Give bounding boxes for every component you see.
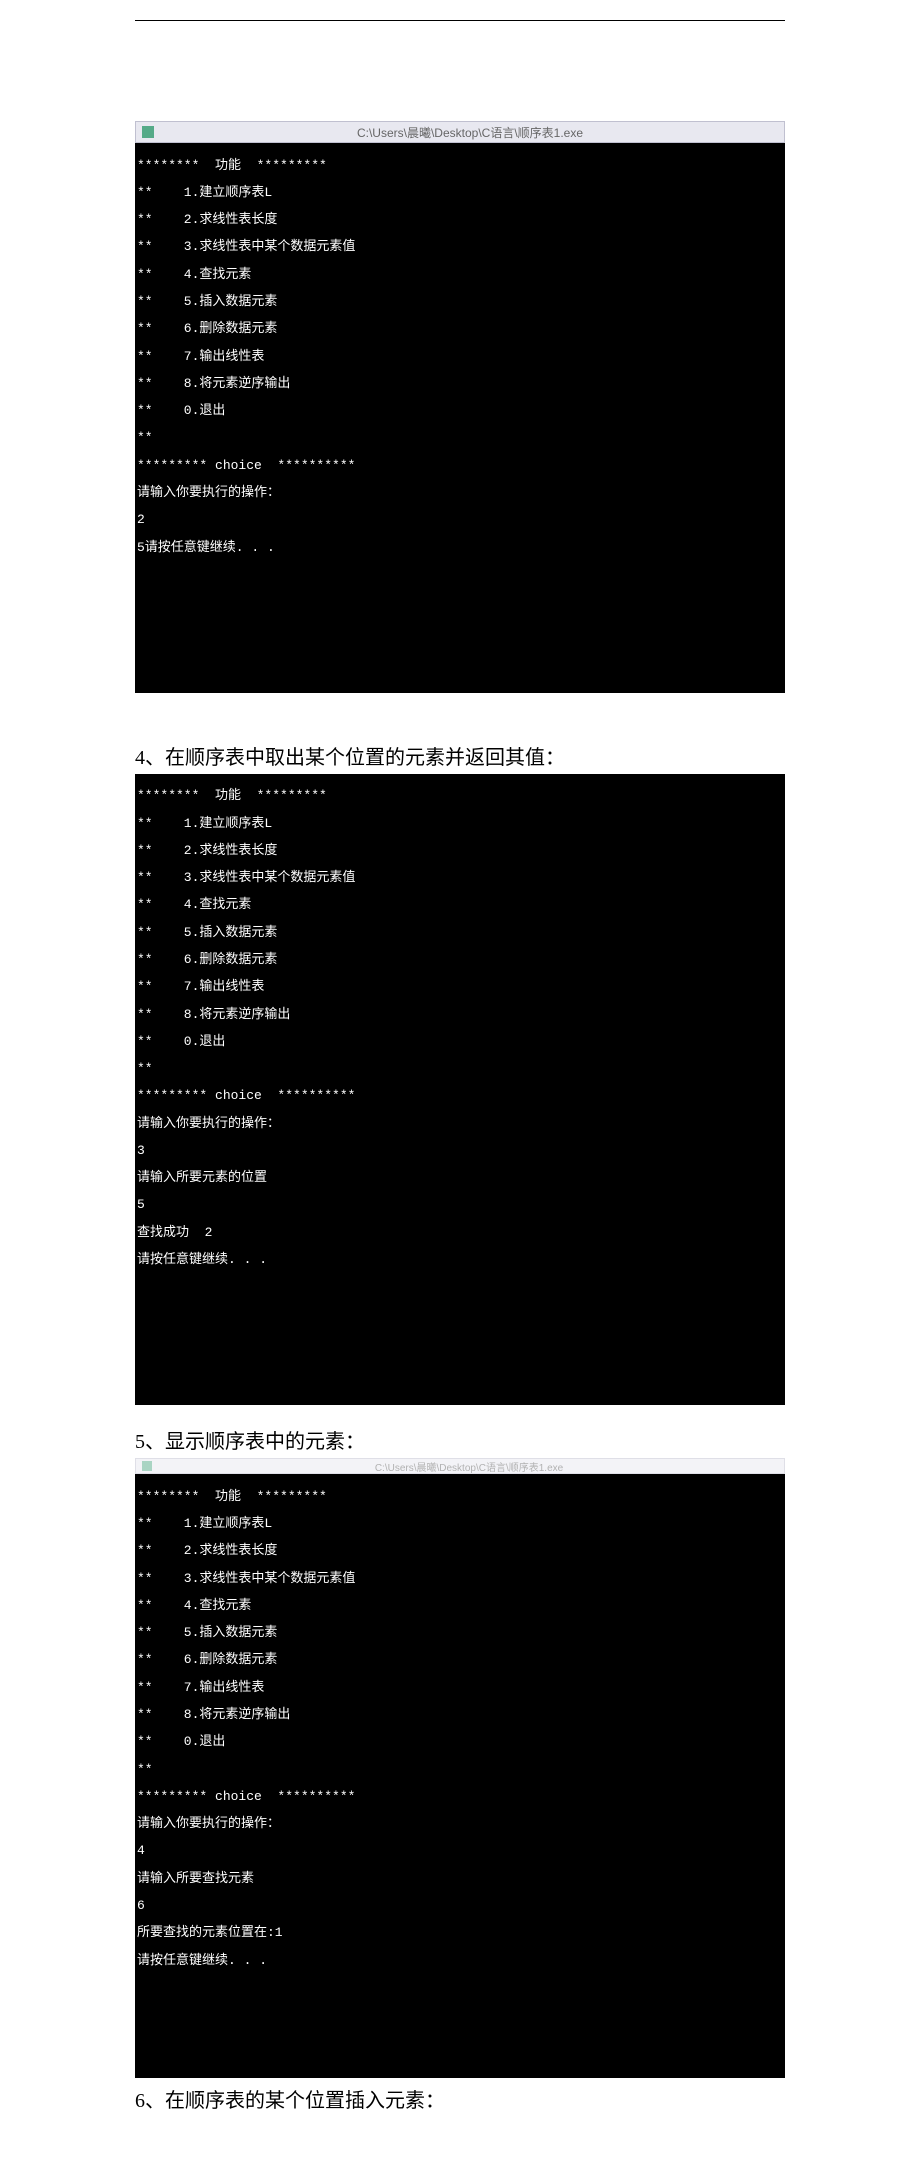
app-icon	[142, 1461, 152, 1471]
result-3: 所要查找的元素位置在:1	[135, 1926, 785, 1940]
menu-item-0: ** 0.退出	[135, 404, 785, 418]
blank	[135, 1335, 785, 1349]
menu-choice: ********* choice **********	[135, 1089, 785, 1103]
blank	[135, 1362, 785, 1376]
menu-star: **	[135, 1763, 785, 1777]
find-prompt: 请输入所要查找元素	[135, 1872, 785, 1886]
blank	[135, 622, 785, 636]
menu-item-8: ** 8.将元素逆序输出	[135, 1008, 785, 1022]
menu-item-2: ** 2.求线性表长度	[135, 844, 785, 858]
caption-4: 4、在顺序表中取出某个位置的元素并返回其值：	[135, 741, 785, 770]
blank	[135, 2008, 785, 2022]
blank	[135, 2035, 785, 2049]
menu-item-4: ** 4.查找元素	[135, 1599, 785, 1613]
user-input-3a: 4	[135, 1844, 785, 1858]
menu-item-6: ** 6.删除数据元素	[135, 953, 785, 967]
continue-3: 请按任意键继续. . .	[135, 1954, 785, 1968]
menu-item-8: ** 8.将元素逆序输出	[135, 1708, 785, 1722]
menu-header: ******** 功能 *********	[135, 1490, 785, 1504]
menu-item-1: ** 1.建立顺序表L	[135, 1517, 785, 1531]
menu-item-3: ** 3.求线性表中某个数据元素值	[135, 240, 785, 254]
caption-5: 5、显示顺序表中的元素：	[135, 1425, 785, 1454]
menu-item-3: ** 3.求线性表中某个数据元素值	[135, 1572, 785, 1586]
menu-item-1: ** 1.建立顺序表L	[135, 186, 785, 200]
top-rule	[135, 20, 785, 21]
menu-item-0: ** 0.退出	[135, 1735, 785, 1749]
window-title-1: C:\Users\晨曦\Desktop\C语言\顺序表1.exe	[162, 124, 778, 141]
menu-item-7: ** 7.输出线性表	[135, 350, 785, 364]
menu-item-6: ** 6.删除数据元素	[135, 322, 785, 336]
window-titlebar-3: C:\Users\晨曦\Desktop\C语言\顺序表1.exe	[135, 1458, 785, 1474]
menu-item-5: ** 5.插入数据元素	[135, 926, 785, 940]
blank	[135, 568, 785, 582]
console-output-3: ******** 功能 ********* ** 1.建立顺序表L ** 2.求…	[135, 1474, 785, 2078]
menu-item-1: ** 1.建立顺序表L	[135, 817, 785, 831]
menu-item-3: ** 3.求线性表中某个数据元素值	[135, 871, 785, 885]
console-output-1: ******** 功能 ********* ** 1.建立顺序表L ** 2.求…	[135, 143, 785, 693]
menu-item-5: ** 5.插入数据元素	[135, 295, 785, 309]
menu-item-6: ** 6.删除数据元素	[135, 1653, 785, 1667]
pos-prompt: 请输入所要元素的位置	[135, 1171, 785, 1185]
console-block-2: ******** 功能 ********* ** 1.建立顺序表L ** 2.求…	[135, 774, 785, 1405]
menu-item-5: ** 5.插入数据元素	[135, 1626, 785, 1640]
menu-header: ******** 功能 *********	[135, 789, 785, 803]
menu-item-2: ** 2.求线性表长度	[135, 213, 785, 227]
user-input-2a: 3	[135, 1144, 785, 1158]
menu-item-4: ** 4.查找元素	[135, 268, 785, 282]
console-output-2: ******** 功能 ********* ** 1.建立顺序表L ** 2.求…	[135, 774, 785, 1405]
menu-prompt: 请输入你要执行的操作：	[135, 486, 785, 500]
caption-6: 6、在顺序表的某个位置插入元素：	[135, 2084, 785, 2113]
menu-item-7: ** 7.输出线性表	[135, 980, 785, 994]
app-icon	[142, 126, 154, 138]
blank	[135, 650, 785, 664]
blank	[135, 595, 785, 609]
menu-header: ******** 功能 *********	[135, 159, 785, 173]
menu-item-2: ** 2.求线性表长度	[135, 1544, 785, 1558]
blank	[135, 1981, 785, 1995]
console-block-3: C:\Users\晨曦\Desktop\C语言\顺序表1.exe *******…	[135, 1458, 785, 2078]
menu-item-0: ** 0.退出	[135, 1035, 785, 1049]
result-1: 5请按任意键继续. . .	[135, 541, 785, 555]
menu-star: **	[135, 431, 785, 445]
menu-prompt: 请输入你要执行的操作：	[135, 1817, 785, 1831]
menu-prompt: 请输入你要执行的操作：	[135, 1117, 785, 1131]
menu-choice: ********* choice **********	[135, 459, 785, 473]
result-2: 查找成功 2	[135, 1226, 785, 1240]
window-titlebar-1: C:\Users\晨曦\Desktop\C语言\顺序表1.exe	[135, 121, 785, 143]
user-input-2b: 5	[135, 1198, 785, 1212]
window-title-3: C:\Users\晨曦\Desktop\C语言\顺序表1.exe	[160, 1459, 778, 1474]
console-block-1: C:\Users\晨曦\Desktop\C语言\顺序表1.exe *******…	[135, 121, 785, 693]
blank	[135, 1308, 785, 1322]
menu-star: **	[135, 1062, 785, 1076]
menu-item-8: ** 8.将元素逆序输出	[135, 377, 785, 391]
blank	[135, 1280, 785, 1294]
menu-choice: ********* choice **********	[135, 1790, 785, 1804]
menu-item-4: ** 4.查找元素	[135, 898, 785, 912]
menu-item-7: ** 7.输出线性表	[135, 1681, 785, 1695]
user-input-1: 2	[135, 513, 785, 527]
user-input-3b: 6	[135, 1899, 785, 1913]
continue-2: 请按任意键继续. . .	[135, 1253, 785, 1267]
